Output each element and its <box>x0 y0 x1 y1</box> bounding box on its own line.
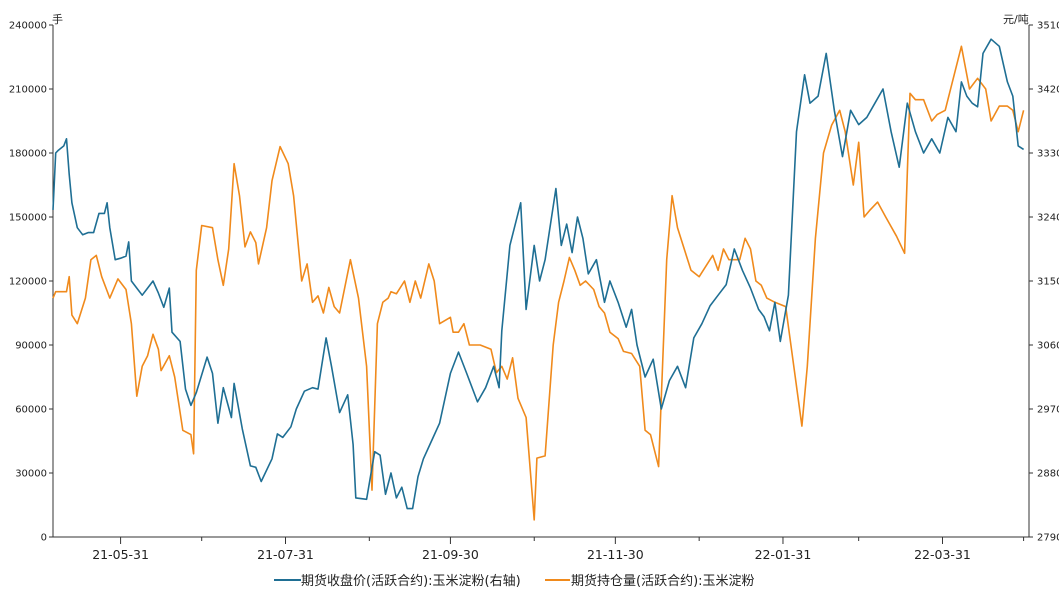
left-tick-label: 150000 <box>9 213 47 224</box>
legend: 期货收盘价(活跃合约):玉米淀粉(右轴) 期货持仓量(活跃合约):玉米淀粉 <box>274 573 755 589</box>
x-tick-label: 22-01-31 <box>755 547 812 562</box>
right-axis-unit: 元/吨 <box>1003 13 1029 26</box>
legend-item-price: 期货收盘价(活跃合约):玉米淀粉(右轴) <box>274 573 521 589</box>
x-tick-label: 21-11-30 <box>587 547 644 562</box>
x-axis-ticks: 21-05-31 21-07-31 21-09-30 21-11-30 22-01-31… <box>92 537 1025 562</box>
x-tick-label: 22-03-31 <box>914 547 971 562</box>
x-tick-label: 21-09-30 <box>422 547 479 562</box>
left-axis: 手 <box>52 12 63 537</box>
legend-label-price: 期货收盘价(活跃合约):玉米淀粉(右轴) <box>301 573 521 589</box>
right-tick-label: 3510 <box>1037 21 1059 32</box>
right-tick-label: 2970 <box>1037 405 1059 416</box>
series-line-close-price <box>52 38 1025 510</box>
right-axis: 元/吨 <box>1003 13 1030 537</box>
left-tick-label: 180000 <box>9 149 47 160</box>
x-tick-label: 21-07-31 <box>257 547 314 562</box>
right-tick-label: 3060 <box>1037 341 1059 352</box>
left-tick-label: 240000 <box>9 21 47 32</box>
left-tick-label: 0 <box>41 533 47 544</box>
right-tick-label: 3240 <box>1037 213 1059 224</box>
right-tick-label: 3150 <box>1037 277 1059 288</box>
left-axis-unit: 手 <box>52 12 63 26</box>
left-axis-ticks: 0 30000 60000 90000 120000 150000 180000 210000… <box>9 21 53 544</box>
left-tick-label: 90000 <box>15 341 47 352</box>
left-tick-label: 60000 <box>15 405 47 416</box>
series-layer <box>52 38 1025 521</box>
series-line-open-interest <box>52 45 1025 521</box>
right-tick-label: 2790 <box>1037 533 1059 544</box>
right-tick-label: 3420 <box>1037 85 1059 96</box>
right-axis-ticks: 2790 2880 2970 3060 3150 3240 3330 3420 3510 <box>1029 21 1059 544</box>
right-tick-label: 3330 <box>1037 149 1059 160</box>
left-tick-label: 120000 <box>9 277 47 288</box>
right-tick-label: 2880 <box>1037 469 1059 480</box>
x-tick-label: 21-05-31 <box>92 547 149 562</box>
legend-label-oi: 期货持仓量(活跃合约):玉米淀粉 <box>571 573 755 589</box>
legend-item-oi: 期货持仓量(活跃合约):玉米淀粉 <box>545 573 755 589</box>
left-tick-label: 30000 <box>15 469 47 480</box>
left-tick-label: 210000 <box>9 85 47 96</box>
